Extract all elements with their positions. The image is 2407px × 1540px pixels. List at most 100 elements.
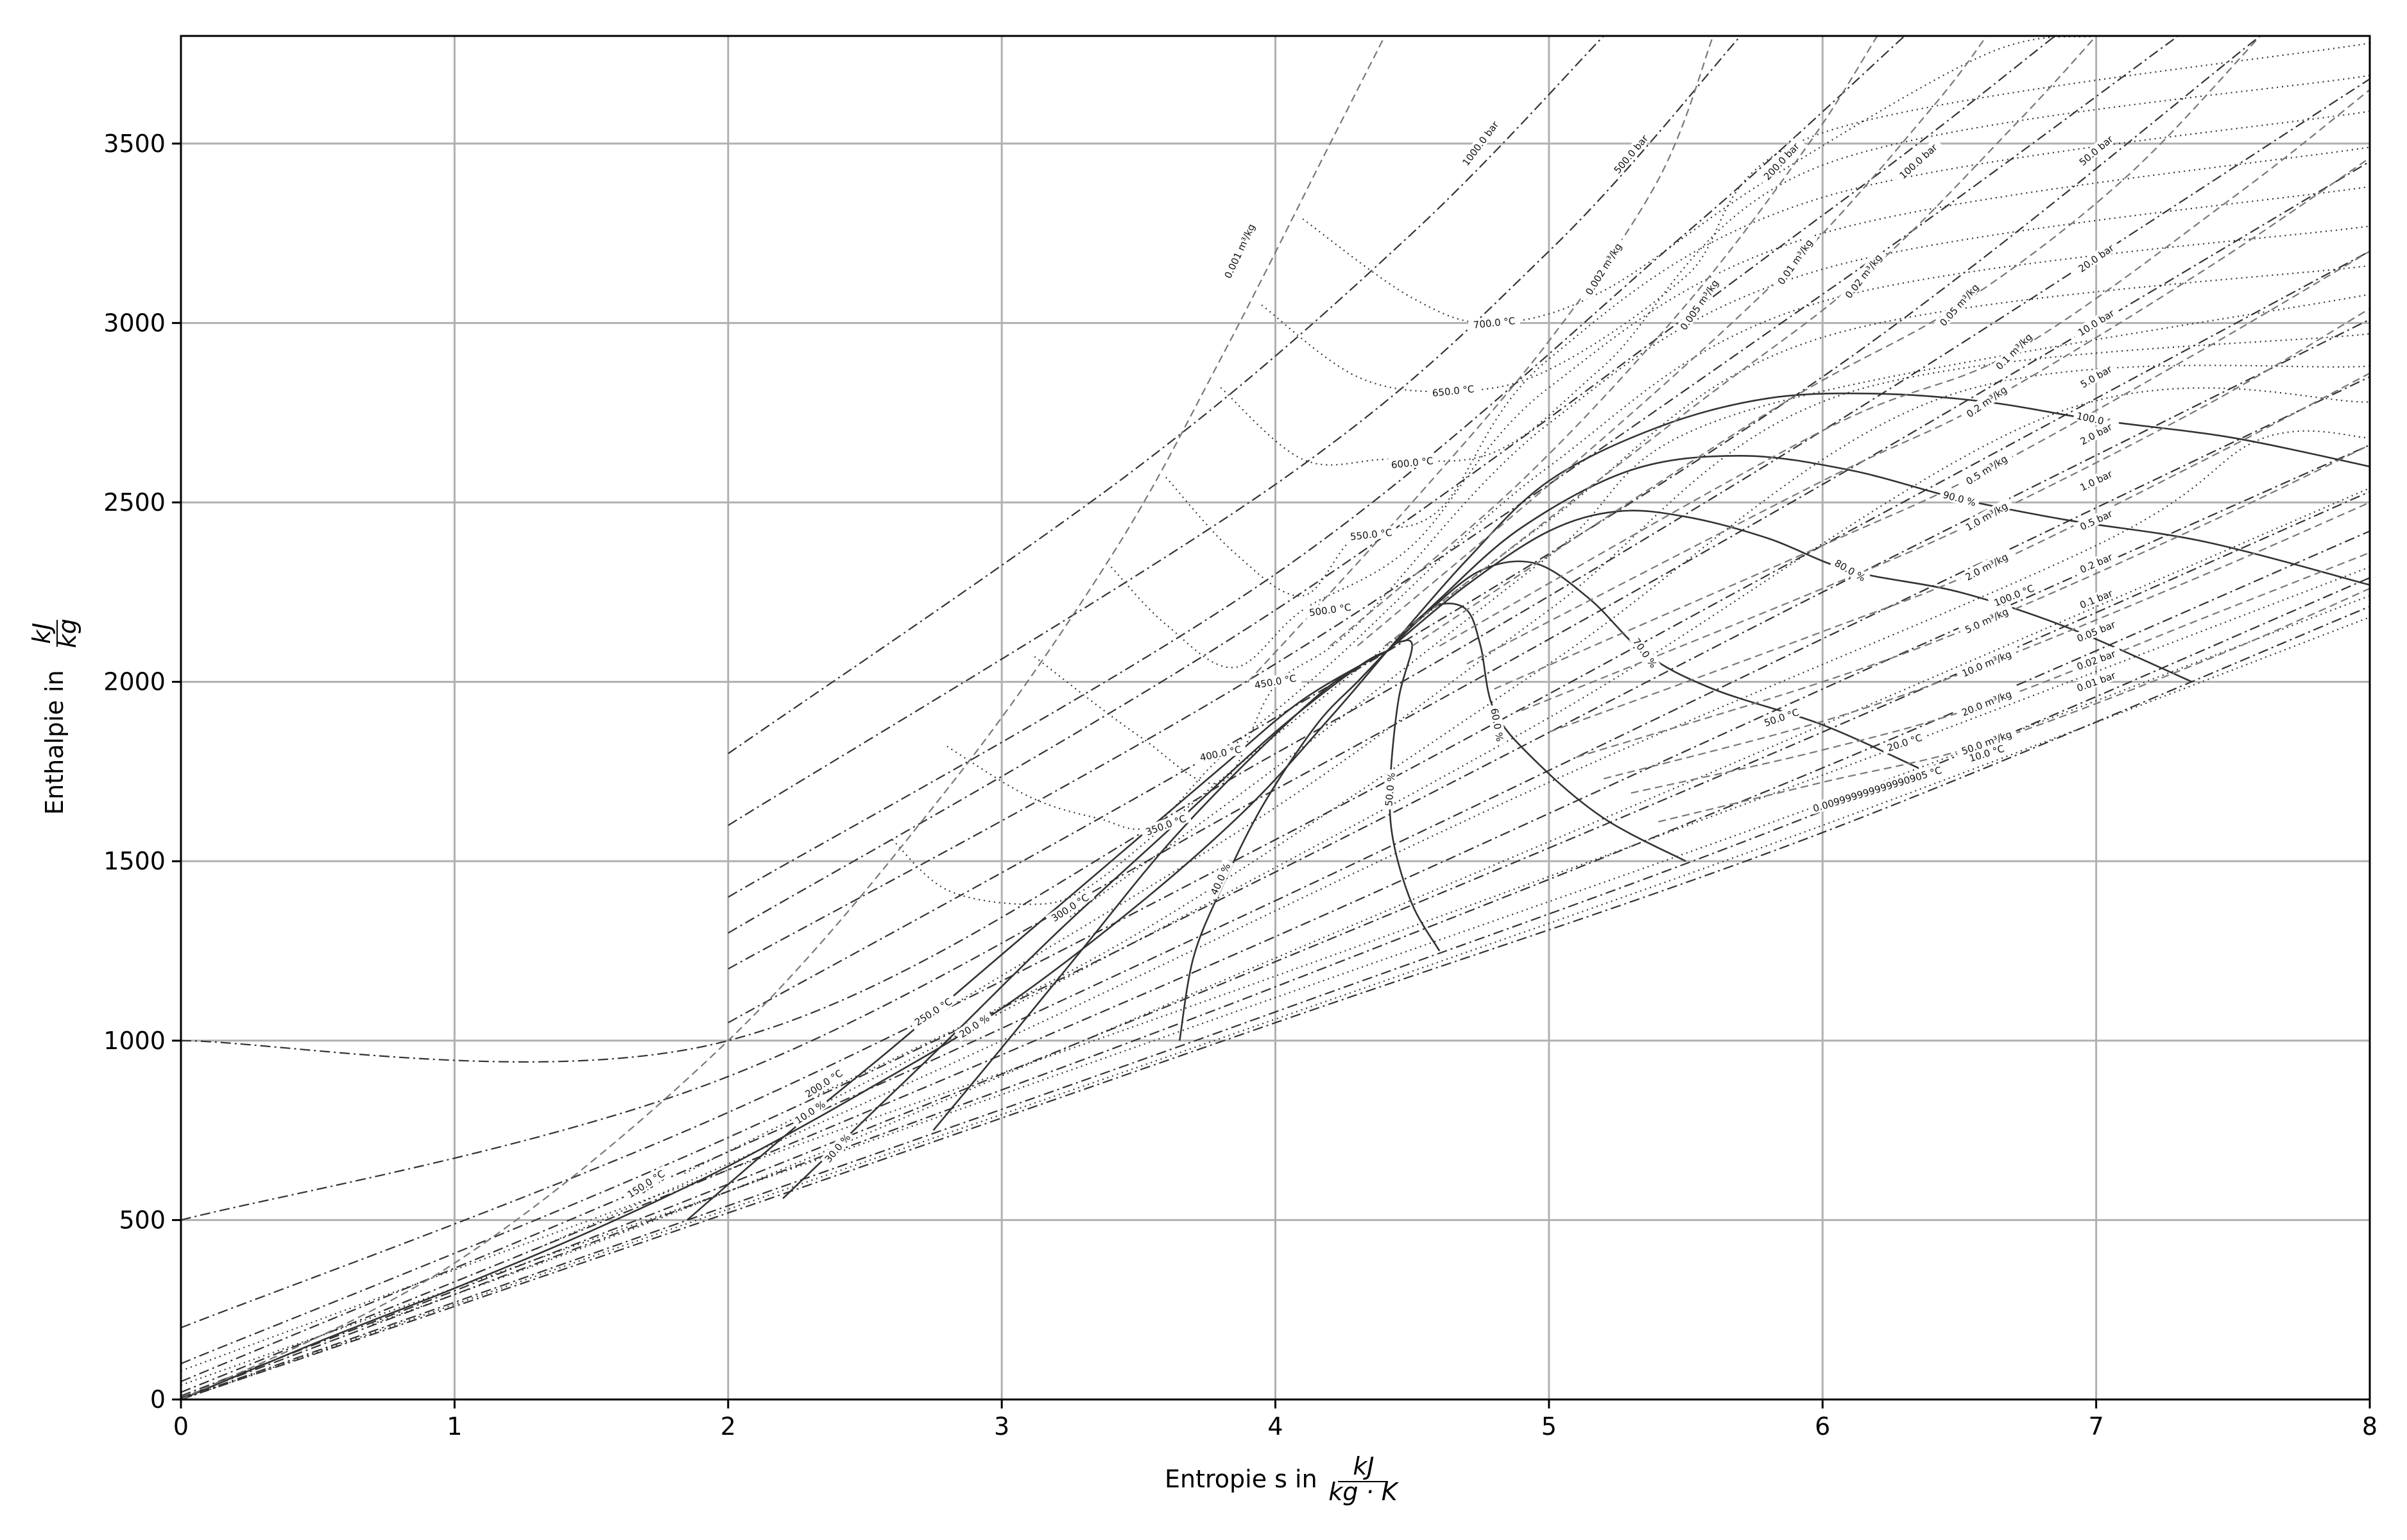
label-background: [1955, 685, 2018, 720]
x-tick-label: 2: [721, 1412, 736, 1441]
label-background: [1629, 633, 1662, 672]
curve-label-text: 50.0 %: [1383, 772, 1398, 807]
isochore-line: [181, 36, 1386, 1399]
x-tick-label: 5: [1541, 1412, 1557, 1441]
label-background: [1955, 646, 2018, 681]
label-background: [1933, 277, 1985, 332]
isobar-line: [728, 36, 2056, 934]
quality-line: [1178, 652, 1385, 1041]
label-background: [798, 1064, 848, 1102]
isochore-line: [1466, 157, 2370, 665]
isobar-line: [181, 491, 2370, 1397]
label-background: [2073, 465, 2120, 496]
label-background: [1206, 858, 1234, 900]
isochore-line: [1494, 250, 2370, 690]
y-tick-label: 1500: [103, 847, 166, 875]
isobar-line: [181, 444, 2370, 1393]
label-background: [1758, 704, 1805, 730]
isochore-line: [1384, 36, 2097, 647]
isochore-line: [1412, 36, 2261, 647]
label-background: [1219, 217, 1259, 285]
isochore-line: [1330, 36, 1878, 647]
y-axis-unit-numerator: kJ: [28, 622, 56, 644]
label-background: [1045, 888, 1095, 927]
isotherm-line: [181, 595, 2370, 1386]
isobar-line: [181, 160, 2370, 1221]
y-tick-label: 1000: [103, 1027, 166, 1055]
label-background: [2073, 548, 2120, 578]
label-background: [2069, 616, 2122, 646]
isotherm-line: [536, 430, 2370, 1250]
isobar-line: [181, 250, 2370, 1329]
quality-line: [1387, 509, 2193, 683]
x-axis-unit-denominator: kg · K: [1328, 1478, 1399, 1506]
label-background: [1456, 114, 1504, 172]
label-background: [1674, 273, 1724, 336]
label-background: [954, 1010, 994, 1042]
label-background: [1958, 497, 2014, 536]
axis-ticks: 0 1 2 3 4 5 6 7 8 0 500 1000 1500 2000 2500 3000 3500: [103, 130, 2377, 1441]
y-tick-label: 3000: [103, 309, 166, 337]
quality-line: [181, 650, 1389, 1399]
quality-line: [1387, 392, 2370, 651]
label-background: [1580, 236, 1627, 302]
y-tick-label: 2500: [103, 488, 166, 517]
y-tick-label: 500: [119, 1206, 166, 1234]
label-background: [1344, 526, 1398, 543]
label-background: [1987, 580, 2040, 610]
label-background: [1955, 726, 2018, 758]
isobar-line: [181, 318, 2370, 1365]
label-background: [1139, 810, 1192, 839]
isobar-line: [181, 606, 2370, 1399]
label-background: [1426, 382, 1480, 399]
y-axis-label: Enthalpie in: [40, 670, 69, 815]
label-background: [819, 1129, 855, 1167]
y-tick-label: 3500: [103, 130, 166, 158]
label-background: [1249, 671, 1302, 692]
isobar-line: [728, 36, 1742, 826]
label-background: [2073, 359, 2119, 393]
label-background: [2073, 418, 2119, 450]
label-background: [2073, 504, 2120, 535]
x-tick-label: 7: [2089, 1412, 2104, 1441]
isotherm-line: [1070, 293, 2370, 918]
isobar-line: [728, 36, 2179, 970]
isobar-line: [728, 36, 1905, 898]
label-background: [1959, 449, 2014, 490]
quality-line: [1387, 560, 1919, 769]
y-axis-unit-denominator: kg: [53, 619, 81, 648]
label-background: [1468, 314, 1521, 331]
label-background: [1939, 487, 1980, 509]
isotherm-line: [947, 225, 2370, 830]
isochore-line: [1357, 36, 1987, 647]
label-background: [1757, 136, 1805, 186]
label-background: [2069, 667, 2122, 696]
label-background: [2069, 645, 2122, 674]
quality-line: [1387, 454, 2370, 651]
label-background: [621, 1165, 671, 1202]
plot-curves: [181, 36, 2370, 1399]
label-background: [1385, 454, 1439, 471]
y-tick-label: 2000: [103, 668, 166, 696]
label-background: [1881, 730, 1928, 755]
label-background: [1382, 769, 1398, 810]
label-background: [2072, 129, 2120, 171]
isobar-line: [181, 530, 2370, 1399]
x-tick-label: 0: [173, 1412, 189, 1441]
x-tick-label: 1: [447, 1412, 462, 1441]
label-background: [908, 992, 958, 1031]
isobar-line: [181, 78, 2370, 1063]
label-background: [790, 1096, 830, 1128]
x-axis-title: Entropie s in kJ kg · K: [1165, 1452, 1400, 1506]
label-background: [1194, 742, 1247, 764]
isochore-line: [1439, 89, 2370, 647]
x-axis-unit-numerator: kJ: [1353, 1452, 1374, 1480]
label-background: [1772, 232, 1818, 291]
isobar-line: [728, 36, 2261, 1023]
label-background: [1963, 740, 2010, 766]
isobar-line: [181, 376, 2370, 1383]
label-background: [2072, 585, 2120, 613]
isotherm-line: [1110, 146, 2370, 669]
